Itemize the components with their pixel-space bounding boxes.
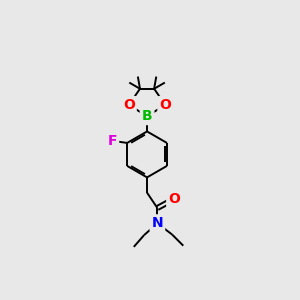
- Text: F: F: [108, 134, 117, 148]
- Text: O: O: [159, 98, 171, 112]
- Text: O: O: [168, 192, 180, 206]
- Text: O: O: [123, 98, 135, 112]
- Text: N: N: [152, 216, 163, 230]
- Text: B: B: [142, 109, 152, 123]
